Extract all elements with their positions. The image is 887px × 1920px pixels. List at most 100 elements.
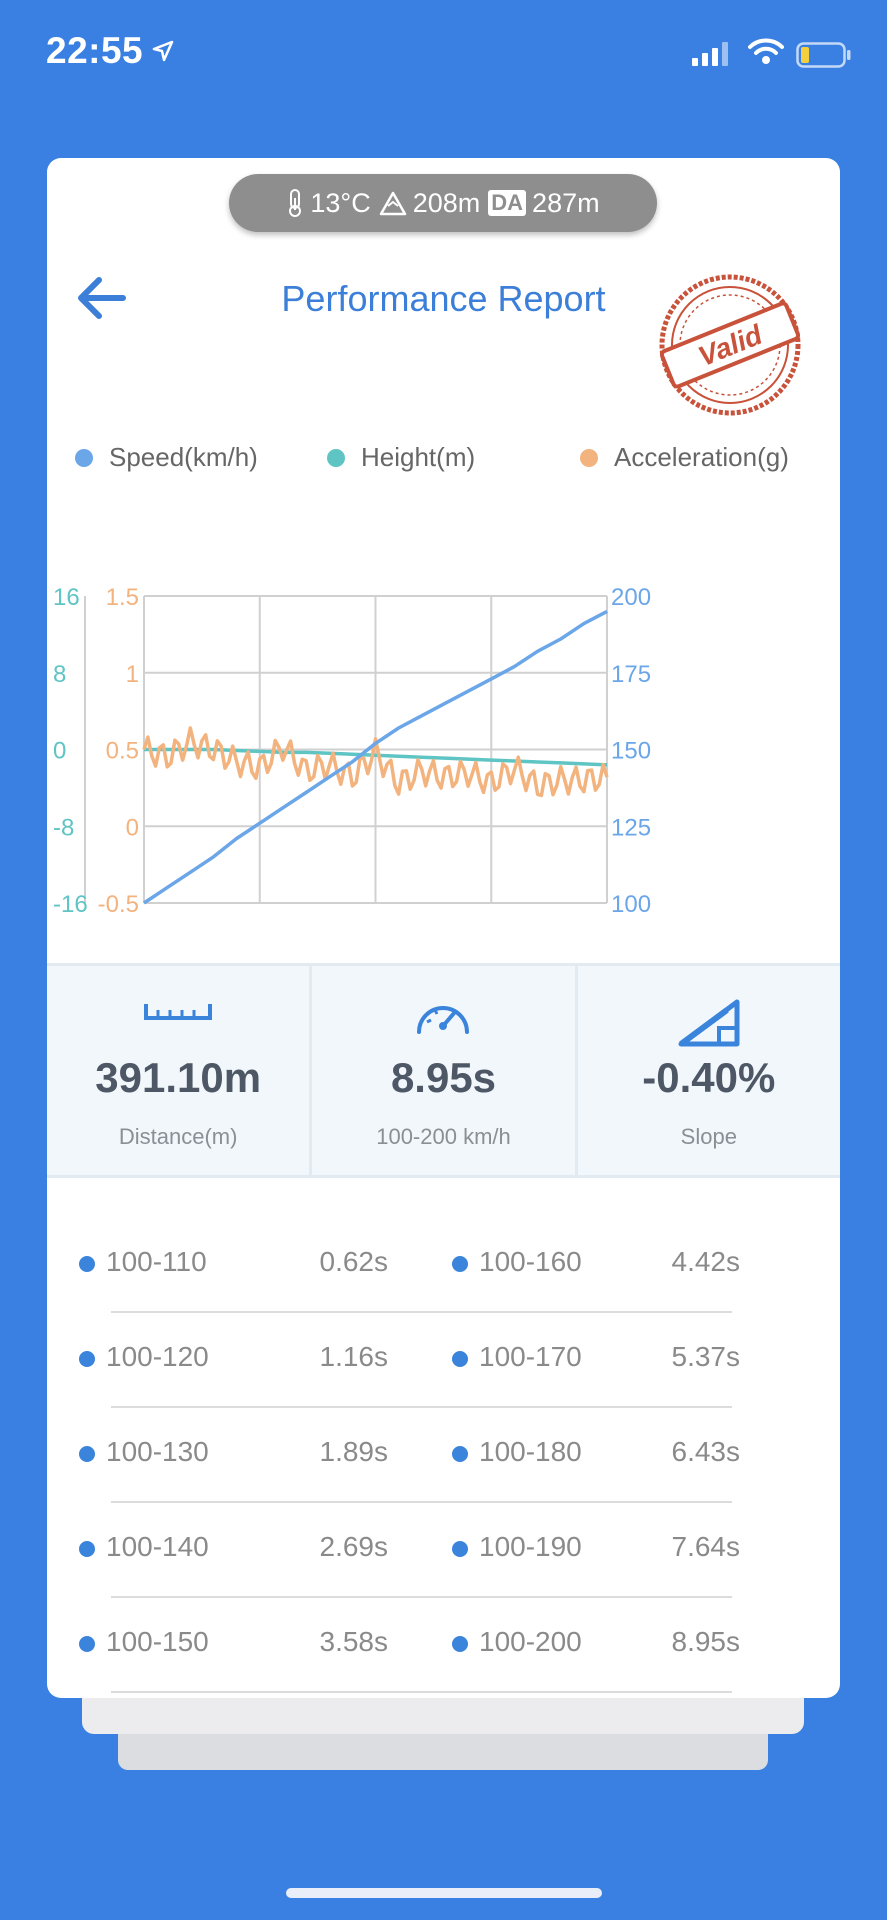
- environment-pill: 13°C 208m DA 287m: [229, 174, 657, 232]
- legend-dot: [580, 448, 598, 467]
- split-time: 2.69s: [319, 1531, 389, 1562]
- axis-tick-height: 16: [53, 584, 80, 611]
- distance-value: 391.10m: [95, 1054, 262, 1101]
- thermometer-icon: [289, 189, 302, 217]
- legend-item-speed: Speed(km/h): [75, 442, 258, 473]
- stat-slope: -0.40% Slope: [578, 966, 840, 1175]
- axis-tick-acceleration: 1: [126, 661, 139, 688]
- split-item: 100-140 2.69s: [47, 1531, 840, 1571]
- split-item: 100-110 0.62s: [47, 1246, 840, 1286]
- axis-tick-height: -8: [53, 814, 74, 841]
- density-altitude-value: 287m: [532, 187, 600, 218]
- status-bar: 22:55: [0, 0, 887, 110]
- split-time: 1.89s: [319, 1436, 389, 1467]
- row-divider: [111, 1596, 732, 1598]
- split-item: 100-170 5.37s: [47, 1341, 840, 1381]
- split-bullet: [79, 1636, 95, 1652]
- row-divider: [111, 1406, 732, 1408]
- density-altitude-info: DA 287m: [488, 187, 600, 219]
- split-bullet: [452, 1636, 468, 1652]
- split-range: 100-120: [106, 1341, 209, 1372]
- page-title: Performance Report: [281, 278, 606, 319]
- split-range: 100-150: [106, 1626, 209, 1657]
- split-time: 5.37s: [671, 1341, 741, 1372]
- split-item: 100-160 4.42s: [47, 1246, 840, 1286]
- split-bullet: [79, 1446, 95, 1462]
- density-altitude-badge: DA: [488, 190, 527, 216]
- split-bullet: [79, 1351, 95, 1367]
- split-time: 7.64s: [671, 1531, 741, 1562]
- axis-tick-acceleration: 0.5: [106, 738, 139, 765]
- split-row: 100-150 3.58s 100-200 8.95s: [47, 1598, 840, 1693]
- valid-stamp-icon: Valid: [659, 274, 801, 416]
- mountain-icon: [379, 191, 406, 216]
- split-range: 100-200: [479, 1626, 582, 1657]
- legend-item-height: Height(m): [327, 442, 475, 473]
- stat-distance: 391.10m Distance(m): [47, 966, 313, 1175]
- stats-band: 391.10m Distance(m) 8.95s 100-200 km/h -…: [47, 963, 840, 1178]
- axis-tick-speed: 150: [611, 738, 651, 765]
- chart-legend: Speed(km/h) Height(m) Acceleration(g): [75, 442, 815, 482]
- altitude-info: 208m: [379, 187, 481, 219]
- axis-tick-speed: 175: [611, 661, 651, 688]
- row-divider: [111, 1691, 732, 1693]
- axis-tick-height: 8: [53, 661, 66, 688]
- split-bullet: [452, 1256, 468, 1272]
- axis-tick-height: 0: [53, 738, 66, 765]
- temperature-info: 13°C: [286, 187, 371, 219]
- report-card: 13°C 208m DA 287m Performance Report Val…: [47, 158, 840, 1698]
- performance-chart: 16 8 0 -8 -16 1.5 1 0.5 0 -0.5 200 175 150 125 100: [53, 584, 651, 918]
- home-indicator[interactable]: [286, 1888, 602, 1898]
- split-row: 100-140 2.69s 100-190 7.64s: [47, 1503, 840, 1598]
- axis-tick-height: -16: [53, 891, 88, 918]
- row-divider: [111, 1311, 732, 1313]
- split-item: 100-130 1.89s: [47, 1436, 840, 1476]
- split-range: 100-170: [479, 1341, 582, 1372]
- series-line-acceleration: [142, 726, 609, 798]
- split-bullet: [452, 1351, 468, 1367]
- split-time: 3.58s: [319, 1626, 389, 1657]
- stat-time: 8.95s 100-200 km/h: [312, 966, 578, 1175]
- split-item: 100-180 6.43s: [47, 1436, 840, 1476]
- speedometer-icon: [417, 1006, 470, 1034]
- split-time: 8.95s: [671, 1626, 741, 1657]
- split-item: 100-190 7.64s: [47, 1531, 840, 1571]
- series-line-speed: [143, 609, 608, 905]
- axis-tick-acceleration: 0: [126, 814, 139, 841]
- split-time: 6.43s: [671, 1436, 741, 1467]
- temperature-value: 13°C: [310, 187, 371, 218]
- axis-tick-acceleration: -0.5: [98, 891, 139, 918]
- wifi-icon: [748, 38, 784, 64]
- split-item: 100-120 1.16s: [47, 1341, 840, 1381]
- split-row: 100-120 1.16s 100-170 5.37s: [47, 1313, 840, 1408]
- split-time: 4.42s: [671, 1246, 741, 1277]
- split-row: 100-110 0.62s 100-160 4.42s: [47, 1218, 840, 1313]
- split-range: 100-180: [479, 1436, 582, 1467]
- row-divider: [111, 1501, 732, 1503]
- time-value: 8.95s: [390, 1054, 497, 1101]
- legend-dot: [327, 448, 345, 467]
- slope-label: Slope: [680, 1124, 737, 1149]
- back-arrow-icon[interactable]: [71, 270, 133, 326]
- axis-tick-acceleration: 1.5: [106, 584, 139, 611]
- split-range: 100-130: [106, 1436, 209, 1467]
- split-bullet: [452, 1541, 468, 1557]
- split-item: 100-150 3.58s: [47, 1626, 840, 1666]
- split-item: 100-200 8.95s: [47, 1626, 840, 1666]
- legend-label: Height(m): [361, 442, 476, 472]
- battery-low-icon: [796, 42, 851, 68]
- split-bullet: [79, 1541, 95, 1557]
- split-range: 100-140: [106, 1531, 209, 1562]
- legend-label: Acceleration(g): [614, 442, 789, 472]
- axis-tick-speed: 200: [611, 584, 651, 611]
- split-bullet: [79, 1256, 95, 1272]
- slope-icon: [678, 999, 740, 1047]
- altitude-value: 208m: [412, 187, 481, 218]
- distance-label: Distance(m): [118, 1124, 238, 1149]
- legend-label: Speed(km/h): [109, 442, 258, 472]
- split-time: 1.16s: [319, 1341, 389, 1372]
- axis-tick-speed: 100: [611, 891, 651, 918]
- legend-item-acceleration: Acceleration(g): [580, 442, 789, 473]
- cellular-signal-icon: [692, 42, 728, 66]
- status-time: 22:55: [46, 30, 144, 71]
